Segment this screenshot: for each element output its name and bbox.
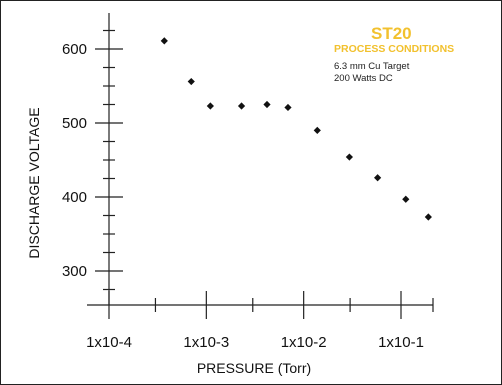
data-point [374,174,382,182]
data-point [402,195,410,203]
data-point [284,103,292,112]
data-points-layer [160,37,432,221]
y-tick-label: 400 [62,189,87,206]
y-tick-label: 300 [62,263,87,280]
data-point [160,37,168,45]
axes-layer [87,13,434,319]
x-tick-label: 1x10-3 [183,334,229,351]
data-point [187,77,195,86]
x-tick-label: 1x10-1 [378,334,424,351]
x-tick-label: 1x10-4 [86,334,132,351]
data-point [345,153,353,161]
legend-line-2: 200 Watts DC [334,73,393,84]
data-point [424,213,432,221]
x-tick-label: 1x10-2 [281,334,327,351]
y-axis-title: DISCHARGE VOLTAGE [26,107,42,258]
legend-line-1: 6.3 mm Cu Target [334,61,410,72]
legend-subtitle: PROCESS CONDITIONS [334,43,454,55]
legend-block: ST20 PROCESS CONDITIONS 6.3 mm Cu Target… [334,24,454,84]
y-tick-label: 600 [62,41,87,58]
x-axis-title: PRESSURE (Torr) [197,360,311,376]
data-point [206,102,214,110]
data-point [263,100,271,109]
data-point [313,126,321,134]
labels-layer: 300 400 500 600 1x10-4 1x10-3 1x10-2 1x10-1 PRES… [26,41,424,376]
legend-title: ST20 [371,24,412,43]
data-point [237,102,246,110]
y-tick-label: 500 [62,115,87,132]
